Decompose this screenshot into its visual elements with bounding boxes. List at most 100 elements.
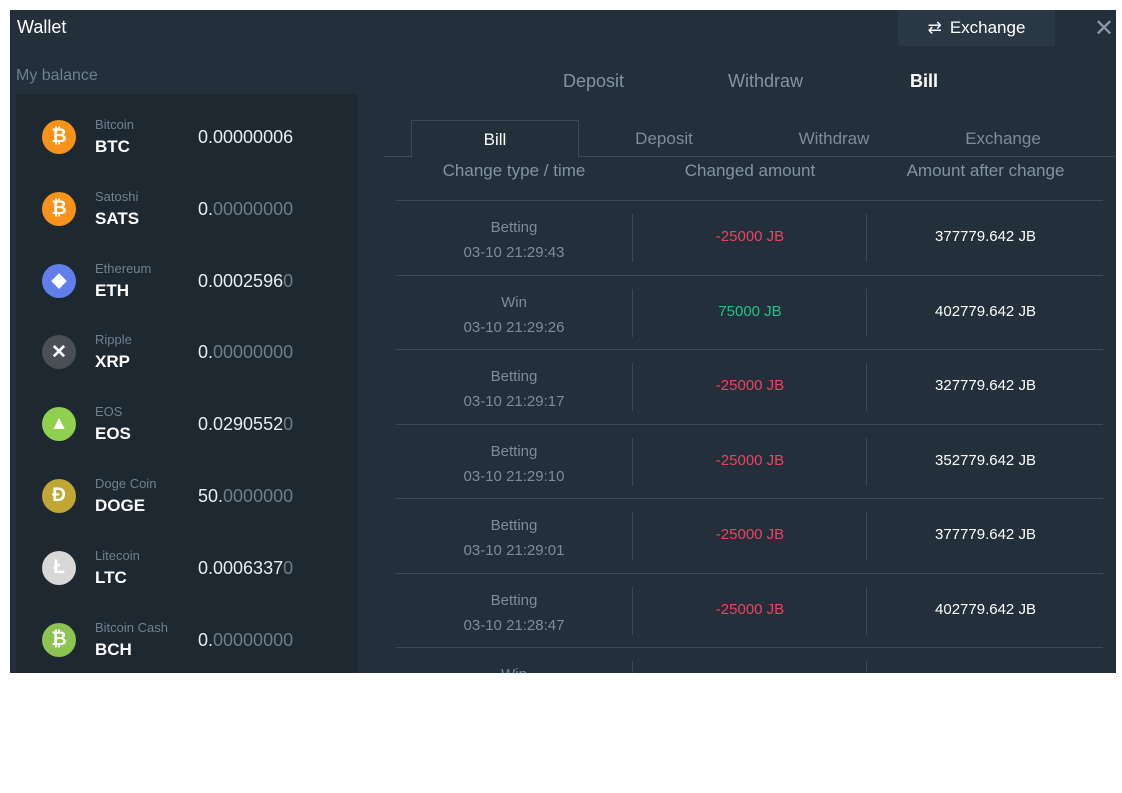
column-divider	[866, 363, 867, 411]
coin-row-bch[interactable]: ₿ Bitcoin Cash BCH 0.00000000	[16, 620, 358, 673]
amount-after-change: 327779.642 JB	[935, 377, 1036, 394]
balance-main: 0.0290552	[198, 414, 284, 435]
wallet-window: Wallet ⇄ Exchange ✕ My balance ₿ Bitcoin…	[10, 10, 1116, 673]
balance-trailing-zeros: 0	[283, 414, 294, 435]
coin-symbol: BCH	[95, 639, 132, 659]
sub-tab-bill[interactable]: Bill	[411, 120, 579, 158]
column-divider	[866, 437, 867, 486]
changed-amount: -25000 JB	[715, 377, 785, 394]
coin-balance: 50.0000000	[198, 486, 293, 507]
column-divider	[866, 661, 867, 673]
balance-main: 0.	[198, 342, 214, 363]
amount-after-change: 377779.642 JB	[935, 526, 1036, 543]
coin-symbol: SATS	[95, 208, 140, 228]
change-type: Betting	[490, 442, 538, 460]
sub-tab-withdraw[interactable]: Withdraw	[798, 129, 870, 148]
column-divider	[866, 214, 867, 262]
column-divider	[866, 512, 867, 560]
coin-symbol: XRP	[95, 352, 130, 372]
top-tab-withdraw[interactable]: Withdraw	[728, 71, 804, 91]
coin-row-btc[interactable]: ₿ Bitcoin BTC 0.00000006	[16, 117, 358, 209]
column-divider	[632, 512, 633, 560]
xrp-coin-icon: ✕	[42, 335, 76, 370]
changed-amount: -25000 JB	[715, 526, 785, 543]
change-type-time: Betting 03-10 21:29:43	[396, 215, 632, 265]
my-balance-label: My balance	[16, 67, 98, 84]
btc-coin-icon: ₿	[42, 120, 76, 154]
coin-balance: 0.02905520	[198, 414, 293, 435]
table-row: Betting 03-10 21:29:43 -25000 JB 377779.6…	[396, 200, 1103, 275]
exchange-label: Exchange	[949, 18, 1026, 37]
sub-tab-exchange[interactable]: Exchange	[965, 129, 1041, 148]
balance-trailing-zeros: 00000000	[213, 629, 294, 650]
sats-coin-icon: ₿	[42, 191, 76, 226]
eth-coin-icon: ◆	[42, 263, 76, 298]
column-divider	[866, 288, 867, 337]
change-time: 03-10 21:28:47	[463, 616, 565, 634]
changed-amount: -25000 JB	[715, 600, 785, 618]
amount-after-change: 402779.642 JB	[935, 302, 1036, 320]
table-row: Betting 03-10 21:29:10 -25000 JB 352779.6…	[396, 423, 1103, 499]
balance-trailing-zeros: 0	[283, 270, 294, 291]
change-type: Betting	[490, 591, 538, 609]
balance-trailing-zeros: 00000000	[213, 198, 294, 219]
coin-symbol: ETH	[95, 280, 129, 300]
coin-symbol: EOS	[95, 424, 131, 444]
coin-name: Litecoin	[95, 547, 140, 563]
top-tab-deposit[interactable]: Deposit	[563, 71, 625, 91]
balance-main: 0.0002596	[198, 270, 284, 291]
coin-name: Ripple	[95, 332, 132, 348]
header-changed-amount: Changed amount	[684, 161, 816, 180]
swap-arrows-icon: ⇄	[927, 18, 942, 37]
change-type-time: Win 03-10 21:29:26	[396, 290, 632, 340]
balance-trailing-zeros: 00000000	[213, 342, 294, 363]
ltc-coin-icon: Ł	[42, 550, 76, 585]
change-type: Betting	[490, 368, 538, 385]
exchange-button[interactable]: ⇄ Exchange	[898, 10, 1055, 46]
amount-after-change: 402779.642 JB	[935, 600, 1036, 618]
table-row: Betting 03-10 21:29:01 -25000 JB 377779.6…	[396, 498, 1103, 573]
change-type: Betting	[490, 517, 538, 534]
doge-coin-icon: Đ	[42, 479, 76, 513]
close-icon[interactable]: ✕	[1094, 15, 1115, 42]
balance-main: 0.	[198, 198, 214, 219]
coin-balance: 0.00063370	[198, 558, 293, 579]
table-row: Betting 03-10 21:29:17 -25000 JB 327779.6…	[396, 349, 1103, 424]
change-type-time: Betting 03-10 21:28:47	[396, 588, 632, 638]
coin-row-eth[interactable]: ◆ Ethereum ETH 0.00025960	[16, 261, 358, 353]
coin-row-doge[interactable]: Đ Doge Coin DOGE 50.0000000	[16, 476, 358, 568]
coin-symbol: BTC	[95, 137, 130, 156]
changed-amount: -25000 JB	[715, 451, 785, 469]
header-amount-after: Amount after change	[906, 161, 1065, 180]
change-type-time: Win	[396, 662, 632, 673]
change-type-time: Betting 03-10 21:29:10	[396, 439, 632, 489]
change-time: 03-10 21:29:26	[463, 318, 565, 336]
sub-tab-deposit[interactable]: Deposit	[635, 129, 693, 148]
coin-symbol: DOGE	[95, 496, 146, 515]
change-time: 03-10 21:29:01	[463, 542, 565, 559]
change-time: 03-10 21:29:10	[463, 467, 565, 485]
amount-after-change: 377779.642 JB	[935, 228, 1036, 245]
coin-name: Satoshi	[95, 188, 139, 204]
column-divider	[632, 437, 633, 486]
column-divider	[866, 586, 867, 635]
change-type: Win	[396, 662, 632, 673]
coin-name: Bitcoin Cash	[95, 619, 168, 635]
coin-balance: 0.00000006	[198, 127, 293, 148]
top-tab-bill[interactable]: Bill	[910, 71, 939, 91]
coin-row-xrp[interactable]: ✕ Ripple XRP 0.00000000	[16, 332, 358, 424]
header-change-type: Change type / time	[442, 161, 586, 180]
table-row: Win	[396, 647, 1103, 673]
eos-coin-icon: ▲	[42, 407, 76, 442]
changed-amount: -25000 JB	[715, 228, 785, 245]
coin-row-eos[interactable]: ▲ EOS EOS 0.02905520	[16, 404, 358, 496]
coin-balance: 0.00025960	[198, 271, 293, 292]
coin-name: Bitcoin	[95, 117, 135, 132]
coin-row-sats[interactable]: ₿ Satoshi SATS 0.00000000	[16, 189, 358, 281]
bch-coin-icon: ₿	[42, 622, 76, 657]
coin-row-ltc[interactable]: Ł Litecoin LTC 0.00063370	[16, 548, 358, 640]
coin-list: ₿ Bitcoin BTC 0.00000006 ₿ Satoshi SATS 0…	[16, 94, 358, 673]
balance-trailing-zeros: 0	[283, 557, 294, 578]
balance-main: 0.0006337	[198, 557, 284, 578]
changed-amount: 75000 JB	[718, 302, 782, 320]
